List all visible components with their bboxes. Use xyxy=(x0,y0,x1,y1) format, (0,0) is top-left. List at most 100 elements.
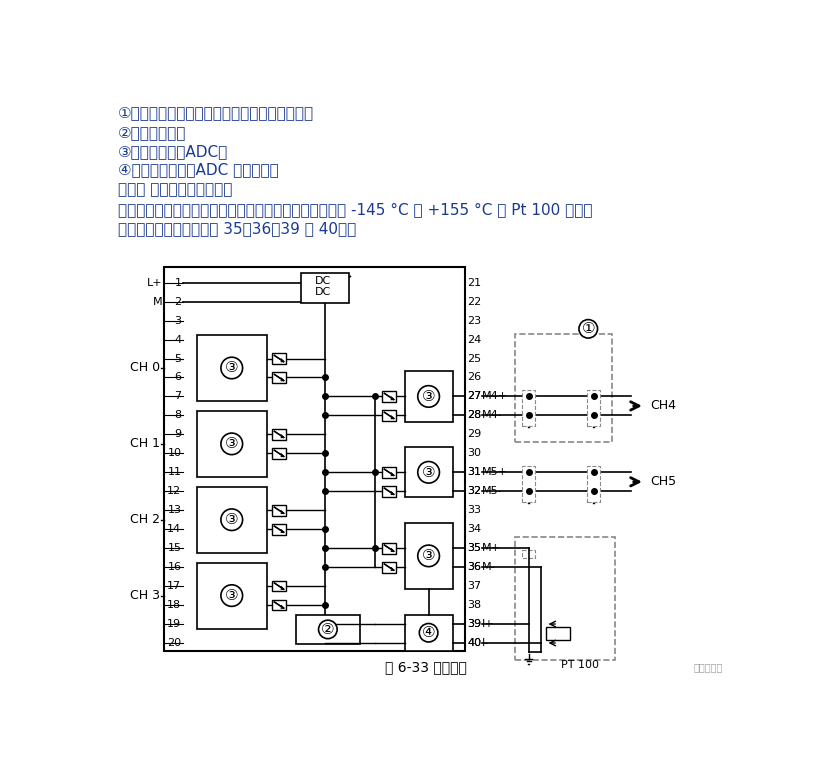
Bar xyxy=(382,410,396,421)
Text: ④: ④ xyxy=(422,625,435,640)
Bar xyxy=(197,335,267,401)
Text: 32: 32 xyxy=(467,486,481,497)
Text: 17: 17 xyxy=(167,581,181,591)
Text: I+: I+ xyxy=(482,619,494,629)
Bar xyxy=(514,334,612,442)
Text: 40: 40 xyxy=(467,638,481,648)
Bar xyxy=(272,581,286,591)
Bar xyxy=(272,524,286,535)
Bar xyxy=(405,447,453,497)
Text: ③模数转换器（ADC）: ③模数转换器（ADC） xyxy=(118,144,228,159)
Text: 3: 3 xyxy=(175,316,181,325)
Text: 33: 33 xyxy=(467,505,481,515)
Text: 27: 27 xyxy=(467,391,482,401)
Text: 14: 14 xyxy=(167,524,181,534)
Bar xyxy=(546,626,570,640)
Text: 22: 22 xyxy=(467,296,482,306)
Bar xyxy=(272,505,286,516)
Text: 29: 29 xyxy=(467,429,482,439)
Text: 39: 39 xyxy=(467,619,481,629)
Text: 24: 24 xyxy=(467,335,482,345)
Bar xyxy=(382,542,396,554)
Text: DC: DC xyxy=(315,276,332,286)
Circle shape xyxy=(221,584,243,607)
Text: 34: 34 xyxy=(467,524,481,534)
Bar xyxy=(523,390,535,426)
Text: 1: 1 xyxy=(175,277,181,287)
Text: 8: 8 xyxy=(175,410,181,420)
Text: 15: 15 xyxy=(167,543,181,553)
Text: ②背板总线接口: ②背板总线接口 xyxy=(118,125,186,141)
Text: M5-: M5- xyxy=(482,486,503,497)
Text: L+: L+ xyxy=(146,277,162,287)
Circle shape xyxy=(318,620,337,639)
Text: M: M xyxy=(152,296,162,306)
Text: 19: 19 xyxy=(167,619,181,629)
Text: ③: ③ xyxy=(225,361,238,375)
Text: 4: 4 xyxy=(175,335,181,345)
Bar xyxy=(382,391,396,402)
Bar xyxy=(197,411,267,477)
Bar xyxy=(382,467,396,478)
Text: 6: 6 xyxy=(175,373,181,383)
Text: CH4: CH4 xyxy=(650,400,676,413)
Bar xyxy=(588,390,600,426)
Text: 2: 2 xyxy=(175,296,181,306)
Text: 10: 10 xyxy=(167,448,181,458)
Text: 31: 31 xyxy=(467,468,481,478)
Text: 35: 35 xyxy=(467,543,481,553)
Text: 35: 35 xyxy=(467,543,481,553)
Text: 18: 18 xyxy=(167,600,181,610)
Text: 40: 40 xyxy=(467,638,481,648)
Text: M4-: M4- xyxy=(482,410,503,420)
Text: PT 100: PT 100 xyxy=(561,659,599,669)
Text: 20: 20 xyxy=(167,638,181,648)
Text: 36: 36 xyxy=(467,562,481,572)
Bar xyxy=(197,562,267,629)
Text: 工控资料窝: 工控资料窝 xyxy=(694,662,723,672)
Text: 13: 13 xyxy=(167,505,181,515)
Bar xyxy=(514,536,616,660)
Bar xyxy=(272,600,286,610)
Bar xyxy=(272,429,286,440)
Text: 9: 9 xyxy=(175,429,181,439)
Text: 使用这种补偿类型，基准结端子上的温度将由温度范围为 -145 °C 到 +155 °C 的 Pt 100 气候型: 使用这种补偿类型，基准结端子上的温度将由温度范围为 -145 °C 到 +155… xyxy=(118,202,593,217)
Text: 27: 27 xyxy=(467,391,482,401)
Text: 28: 28 xyxy=(467,410,482,420)
Circle shape xyxy=(221,509,243,530)
Text: 图 6-33 外部补偿: 图 6-33 外部补偿 xyxy=(385,661,466,675)
Text: 接线： 带外部补偿的热电偶: 接线： 带外部补偿的热电偶 xyxy=(118,183,232,198)
Text: ②: ② xyxy=(321,622,335,637)
Text: M4+: M4+ xyxy=(482,391,509,401)
Text: CH 2: CH 2 xyxy=(130,513,160,526)
Text: 28: 28 xyxy=(467,410,482,420)
Bar xyxy=(382,562,396,572)
Text: 31: 31 xyxy=(467,468,481,478)
Text: ①热电偶通过补偒导线（延伸）连接到前连接器: ①热电偶通过补偒导线（延伸）连接到前连接器 xyxy=(118,105,314,121)
Bar xyxy=(272,372,286,383)
Text: ③: ③ xyxy=(225,512,238,527)
Bar xyxy=(272,448,286,458)
Bar xyxy=(197,487,267,553)
Text: 热电阵确定（请参见端子 35、36、39 和 40）。: 热电阵确定（请参见端子 35、36、39 和 40）。 xyxy=(118,221,356,236)
Bar xyxy=(523,550,535,558)
Bar xyxy=(382,486,396,497)
Bar xyxy=(523,466,535,502)
Text: ③: ③ xyxy=(422,549,435,563)
Text: DC: DC xyxy=(315,287,332,297)
Circle shape xyxy=(418,386,440,407)
Bar xyxy=(301,274,349,303)
Text: 32: 32 xyxy=(467,486,481,497)
Circle shape xyxy=(579,319,597,338)
Text: M-: M- xyxy=(482,562,496,572)
Text: ③: ③ xyxy=(225,436,238,452)
Text: ③: ③ xyxy=(225,588,238,603)
Text: CH 3: CH 3 xyxy=(130,589,160,602)
Text: 11: 11 xyxy=(167,468,181,478)
Bar xyxy=(296,615,360,644)
Bar xyxy=(165,267,465,651)
Text: CH5: CH5 xyxy=(650,475,676,488)
Text: M+: M+ xyxy=(482,543,501,553)
Bar xyxy=(405,615,453,651)
Circle shape xyxy=(418,545,440,567)
